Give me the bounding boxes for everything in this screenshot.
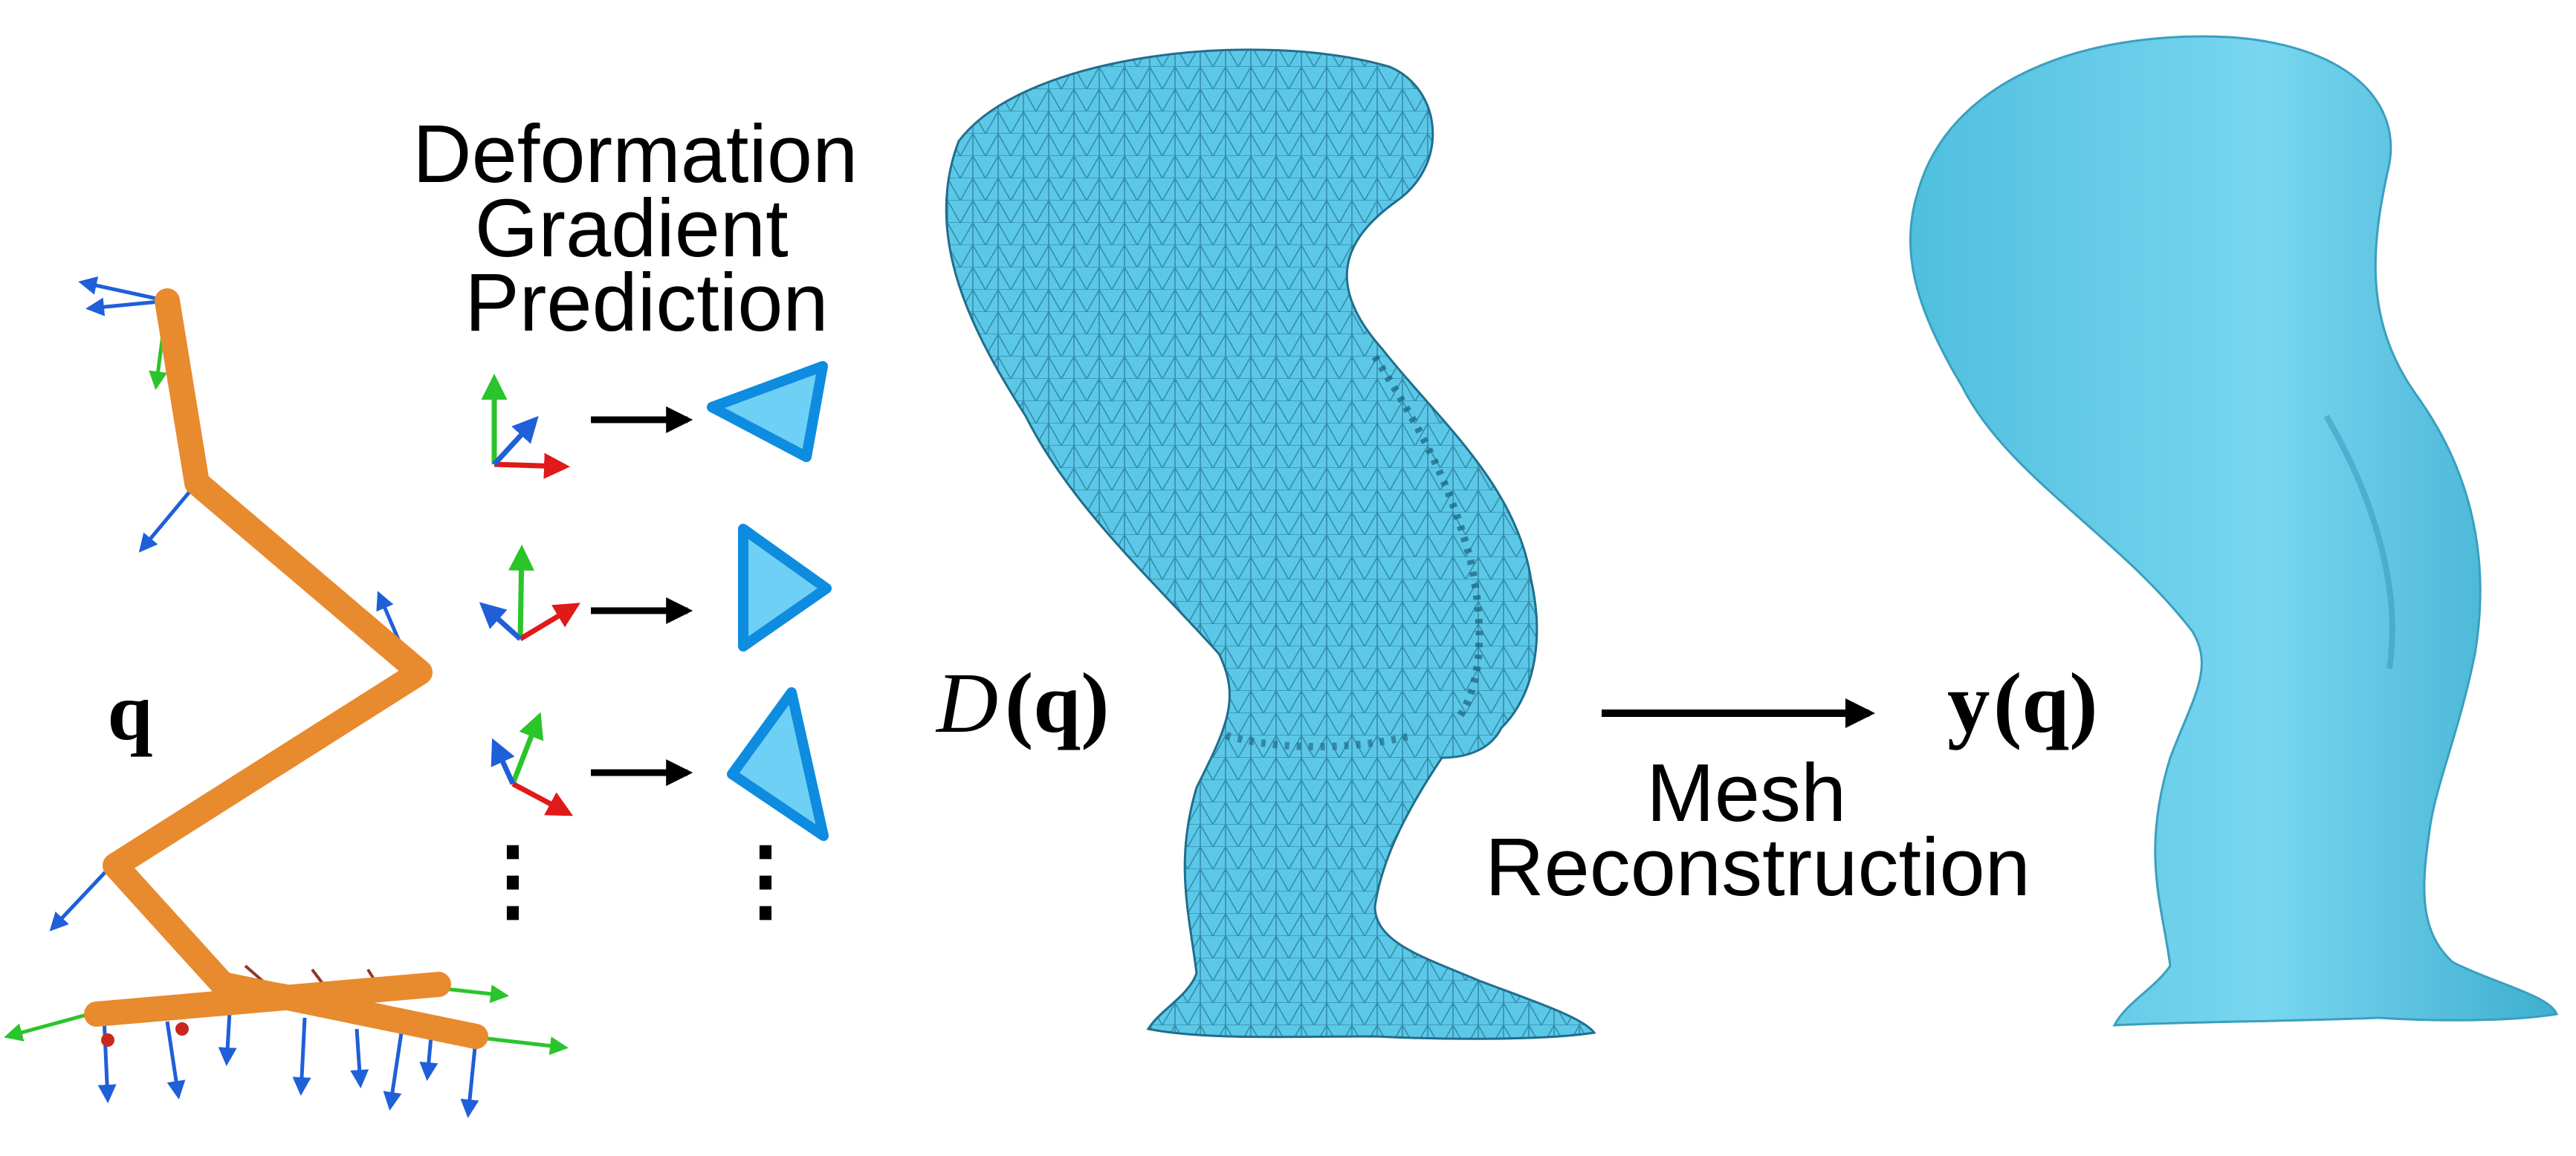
title-line-2: Gradient — [475, 183, 789, 274]
deformed-mesh-label: D (q) — [935, 656, 1110, 750]
output-mesh-argument: (q) — [1993, 656, 2098, 750]
reconstruction-label-line-1: Mesh — [1646, 747, 1846, 839]
title-line-3: Prediction — [465, 257, 828, 348]
output-mesh — [1909, 35, 2559, 1027]
title-line-1: Deformation — [412, 108, 858, 200]
frame-row-1 — [481, 361, 828, 479]
output-mesh-symbol: y — [1947, 656, 1990, 750]
ellipsis-triangles: ⋮ — [721, 830, 810, 929]
frame-row-3 — [491, 687, 829, 841]
triangle-icon — [707, 361, 828, 462]
svg-text:Deformation Gradient P: Deformation Gradient Prediction — [412, 108, 881, 348]
deformed-mesh-argument: (q) — [1005, 656, 1110, 750]
output-mesh-label: y (q) — [1947, 656, 2098, 750]
local-frame-icon — [491, 712, 574, 816]
local-frame-icon — [481, 374, 570, 479]
skeleton — [4, 276, 569, 1118]
triangle-icon — [738, 524, 832, 652]
svg-text:Mesh Reconstruction: Mesh Reconstruction — [1485, 747, 2030, 913]
reconstruction-label-line-2: Reconstruction — [1485, 822, 2030, 913]
ellipsis-frames: ⋮ — [468, 830, 557, 929]
deformed-mesh — [945, 48, 1596, 1040]
deformed-mesh-symbol: D — [935, 656, 998, 750]
frame-row-2 — [479, 524, 832, 652]
triangle-icon — [727, 687, 829, 841]
local-frame-icon — [479, 545, 581, 642]
pose-symbol: q — [107, 666, 152, 757]
